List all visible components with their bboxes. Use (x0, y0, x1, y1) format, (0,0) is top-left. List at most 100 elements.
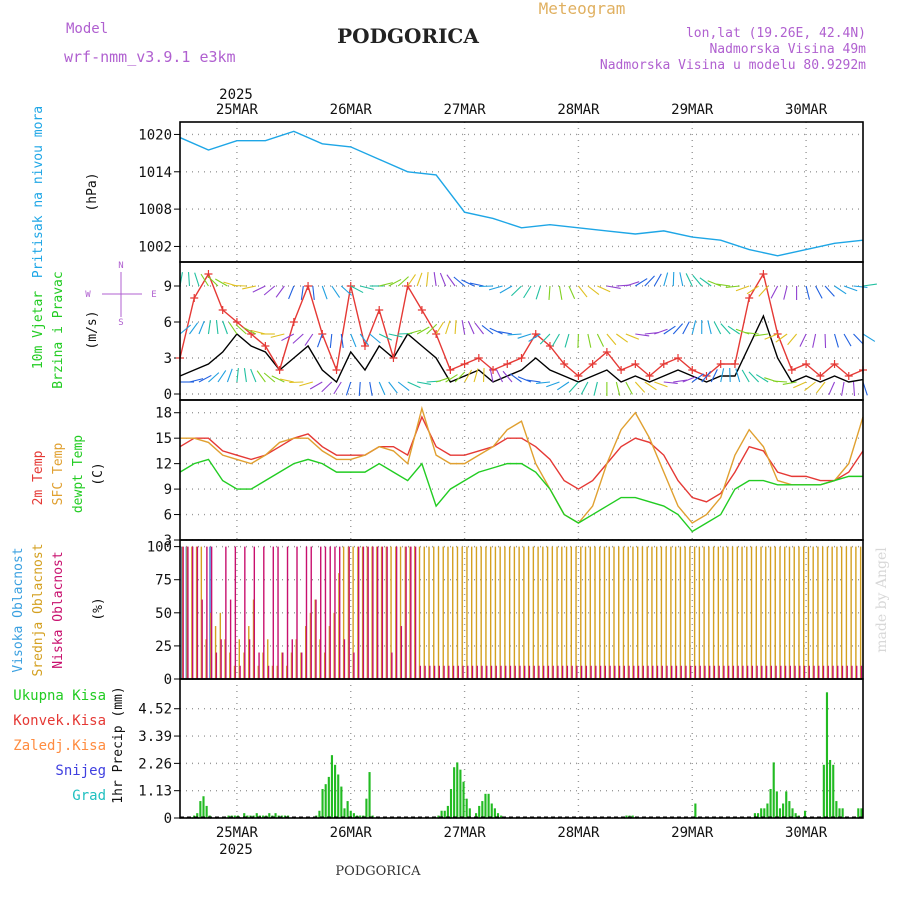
y-tick-label: 9 (164, 482, 172, 498)
precip-bar (760, 808, 763, 818)
precip-bar (475, 813, 478, 818)
precip-bar (791, 808, 794, 818)
wind-arrow (748, 371, 760, 383)
wind-arrow (511, 285, 522, 297)
wind-arrow (439, 272, 447, 287)
wind-arrow (242, 285, 257, 290)
wind-arrow (454, 371, 466, 383)
wind-arrow (735, 285, 750, 292)
wind-arrow (345, 381, 352, 396)
precip-bar (822, 764, 825, 818)
panel-precip: 0 1.13 2.26 3.39 4.52 (138, 678, 864, 827)
precip-bar (437, 815, 440, 818)
wind-arrow (755, 374, 769, 383)
wind-arrow (369, 333, 381, 344)
precip-bar (261, 815, 265, 818)
y-tick-label: 6 (164, 315, 172, 331)
y-tick-label: 15 (155, 431, 172, 447)
wind-arrow (256, 370, 266, 383)
wind-arrow (862, 333, 876, 342)
gust-marker (417, 306, 426, 314)
wind-arrow (280, 378, 294, 383)
gust-marker (389, 354, 398, 362)
wind-arrow (853, 333, 864, 345)
wind-arrow (243, 368, 247, 383)
wind-arrow (340, 333, 344, 348)
wind-arrow (270, 333, 285, 338)
y-tick-label: 0 (164, 387, 172, 403)
precip-bar (318, 810, 321, 818)
wind-arrow (509, 373, 522, 383)
wind-arrow (329, 333, 333, 348)
wind-arrow (701, 370, 712, 383)
precip-bar (835, 801, 838, 818)
precip-bar (753, 813, 756, 818)
precip-bar (694, 803, 697, 818)
wind-arrow (528, 333, 541, 342)
wind-arrow (489, 327, 503, 335)
gust-marker (360, 342, 369, 350)
wind-arrow (770, 285, 779, 299)
wind-arrow (271, 375, 285, 383)
precip-bar (631, 815, 634, 818)
wind-arrow (275, 285, 285, 298)
gust-marker (275, 366, 284, 374)
wind-arrow (350, 333, 357, 348)
compass-n: N (118, 261, 123, 271)
wind-arrow (654, 328, 668, 335)
gust-marker (289, 318, 298, 326)
top-day-label: 26MAR (330, 102, 373, 118)
credit-watermark: made by Angel (874, 547, 890, 653)
wind-arrow (331, 285, 341, 298)
gust-marker (659, 360, 668, 368)
wind-arrow (568, 285, 576, 300)
precip-bar (340, 786, 343, 818)
precip-bar (782, 803, 785, 818)
wind-arrow (787, 333, 798, 346)
wind-arrow (378, 333, 393, 341)
wind-arrow (793, 381, 807, 389)
wind-arrow (189, 378, 204, 383)
wind-arrow (710, 369, 718, 383)
wind-arrow (568, 381, 579, 393)
y-tick-label: 0 (164, 811, 172, 827)
wind-arrow (488, 285, 503, 291)
wind-arrow (663, 272, 669, 287)
wind-arrow (725, 285, 740, 289)
model-altitude: Nadmorska Visina u modelu 80.9292m (600, 58, 866, 73)
pressure-label: Pritisak na nivou mora (31, 106, 46, 278)
wind-arrow (593, 381, 598, 396)
wind-arrow (754, 333, 769, 337)
wind-arrow (653, 273, 662, 287)
wind-arrow (564, 333, 570, 348)
wind-arrow (548, 285, 551, 301)
wind-arrow (300, 285, 304, 300)
wind-arrow (843, 285, 858, 292)
y-tick-label: 1020 (138, 127, 172, 143)
wind-arrow (834, 285, 847, 295)
wind-arrow (198, 374, 212, 383)
page-title: PODGORICA (337, 24, 479, 48)
wind-arrow (194, 272, 200, 287)
wind-label-2: Brzina i Pravac (51, 271, 66, 388)
model-label: Model (66, 21, 108, 37)
wind-arrow (634, 381, 646, 393)
wind-arrow (682, 321, 690, 335)
precip-bar (283, 815, 287, 818)
wind-arrow (727, 325, 740, 335)
wind-arrow (369, 381, 373, 396)
low-cloud-label: Niska Oblacnost (51, 551, 66, 668)
y-tick-label: 1014 (138, 165, 172, 181)
wind-arrow (251, 330, 266, 335)
wind-arrow (416, 326, 430, 335)
wind-arrow (499, 285, 513, 294)
gust-marker (645, 372, 654, 380)
gust-marker (631, 360, 640, 368)
wind-arrow (309, 381, 323, 390)
wind-arrow (340, 285, 353, 296)
gust-marker (446, 366, 455, 374)
wind-arrow (558, 285, 563, 300)
pressure-unit: (hPa) (85, 172, 100, 211)
wind-arrow (333, 381, 342, 395)
gust-marker (745, 294, 754, 302)
